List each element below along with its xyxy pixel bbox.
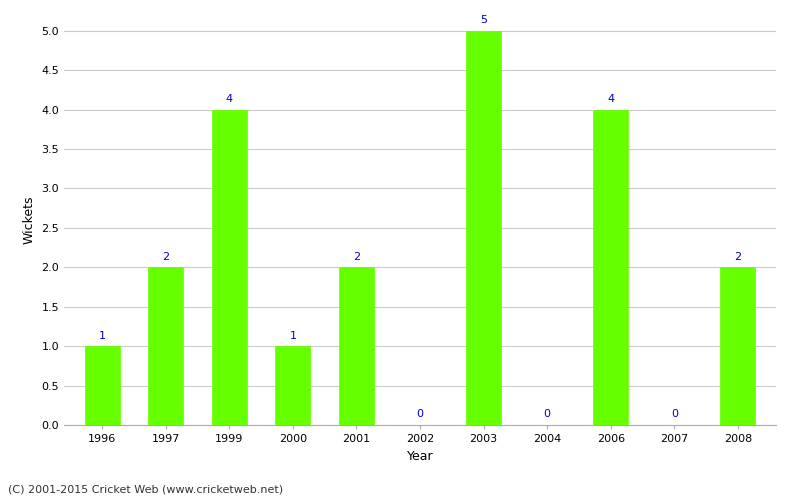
Text: 0: 0 <box>417 410 423 420</box>
Text: 4: 4 <box>607 94 614 104</box>
Text: 2: 2 <box>734 252 742 262</box>
Text: 0: 0 <box>544 410 550 420</box>
Bar <box>275 346 310 425</box>
Text: 1: 1 <box>98 330 106 340</box>
Bar <box>594 110 628 425</box>
Text: (C) 2001-2015 Cricket Web (www.cricketweb.net): (C) 2001-2015 Cricket Web (www.cricketwe… <box>8 485 283 495</box>
Bar <box>466 31 501 425</box>
Bar <box>148 268 183 425</box>
Bar <box>339 268 374 425</box>
Bar <box>85 346 120 425</box>
Text: 4: 4 <box>226 94 233 104</box>
Text: 1: 1 <box>290 330 296 340</box>
X-axis label: Year: Year <box>406 450 434 462</box>
Text: 2: 2 <box>162 252 170 262</box>
Text: 0: 0 <box>670 410 678 420</box>
Y-axis label: Wickets: Wickets <box>23 196 36 244</box>
Text: 2: 2 <box>353 252 360 262</box>
Text: 5: 5 <box>480 15 487 25</box>
Bar <box>212 110 246 425</box>
Bar <box>720 268 755 425</box>
